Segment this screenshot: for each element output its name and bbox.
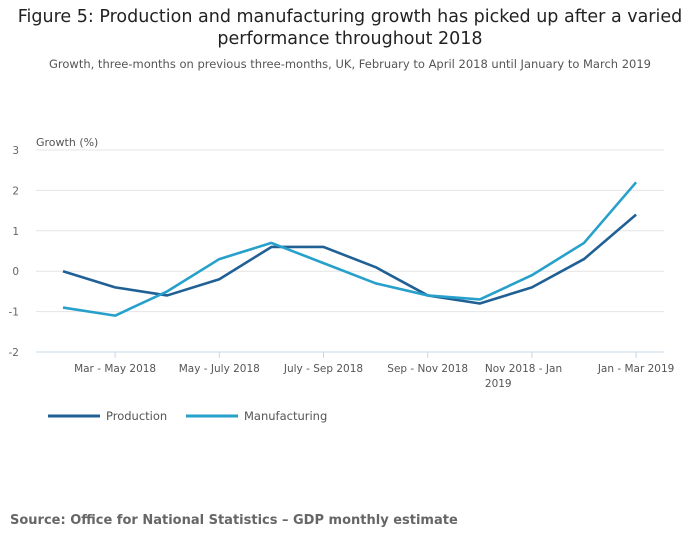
x-tick-label: 2019 bbox=[485, 378, 512, 390]
source-note: Source: Office for National Statistics –… bbox=[10, 513, 458, 528]
y-tick-label: -1 bbox=[9, 307, 19, 319]
x-tick-label: Jan - Mar 2019 bbox=[597, 363, 675, 375]
chart-title: Figure 5: Production and manufacturing g… bbox=[17, 7, 683, 49]
y-tick-label: 2 bbox=[12, 185, 19, 197]
legend-label: Production bbox=[106, 409, 167, 423]
x-tick-label: July - Sep 2018 bbox=[283, 363, 363, 375]
y-tick-label: -2 bbox=[9, 347, 19, 359]
series-line-production bbox=[62, 213, 637, 305]
y-tick-label: 1 bbox=[12, 226, 19, 238]
y-tick-label: 3 bbox=[12, 145, 19, 157]
y-axis-label: Growth (%) bbox=[36, 136, 98, 149]
x-tick-label: Mar - May 2018 bbox=[74, 363, 156, 375]
y-tick-label: 0 bbox=[12, 266, 19, 278]
x-tick-label: May - July 2018 bbox=[179, 363, 260, 375]
series-line-manufacturing bbox=[62, 181, 638, 317]
x-tick-label: Nov 2018 - Jan bbox=[485, 363, 562, 375]
x-tick-label: Sep - Nov 2018 bbox=[387, 363, 468, 375]
chart-subtitle: Growth, three-months on previous three-m… bbox=[49, 57, 651, 71]
legend-label: Manufacturing bbox=[244, 409, 327, 423]
